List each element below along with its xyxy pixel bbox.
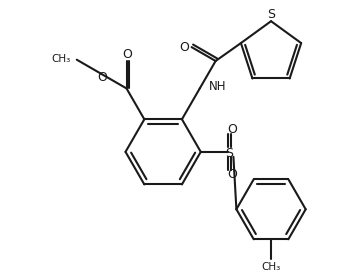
- Text: O: O: [228, 168, 238, 181]
- Text: O: O: [97, 71, 107, 84]
- Text: O: O: [122, 48, 132, 61]
- Text: CH₃: CH₃: [52, 54, 71, 64]
- Text: S: S: [225, 147, 234, 160]
- Text: S: S: [267, 8, 275, 21]
- Text: CH₃: CH₃: [261, 262, 281, 272]
- Text: O: O: [180, 41, 190, 54]
- Text: O: O: [228, 123, 238, 136]
- Text: NH: NH: [209, 80, 226, 93]
